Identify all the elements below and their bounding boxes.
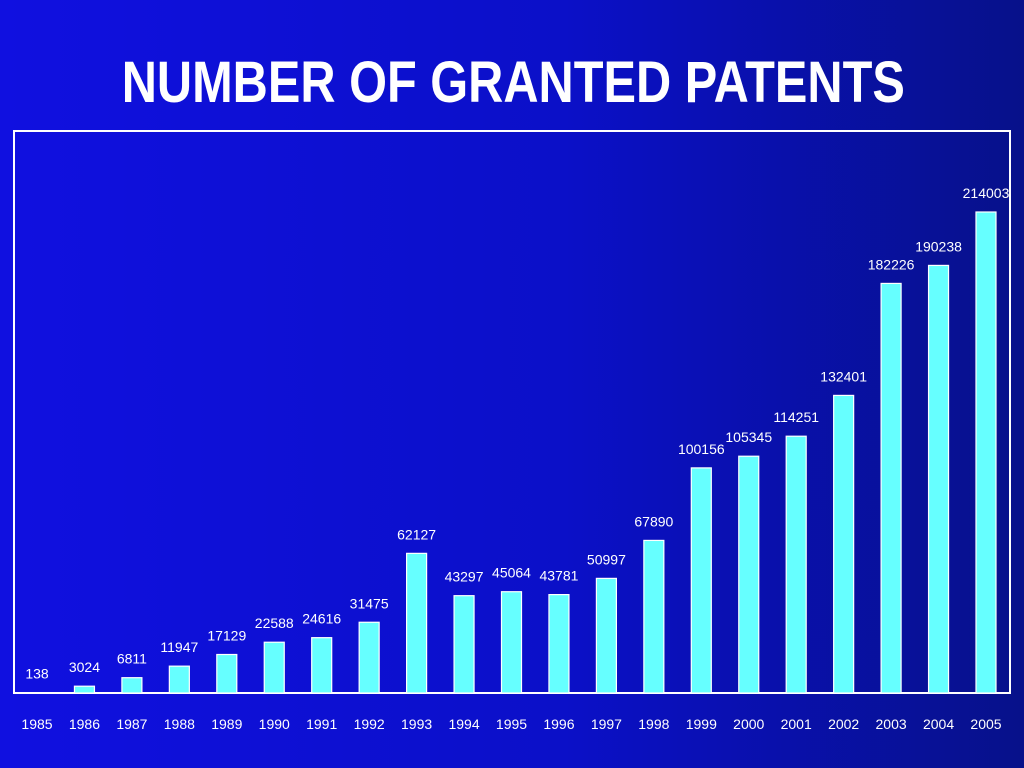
x-tick-2001: 2001	[781, 716, 812, 732]
x-tick-1988: 1988	[164, 716, 195, 732]
x-tick-1987: 1987	[116, 716, 147, 732]
bar-1989	[216, 653, 238, 694]
bar-2003	[880, 282, 902, 694]
data-label-1985: 138	[25, 666, 49, 682]
data-label-2004: 190238	[915, 238, 962, 254]
x-tick-2003: 2003	[876, 716, 907, 732]
x-tick-2000: 2000	[733, 716, 764, 732]
bar-1996	[548, 593, 570, 694]
bar-1992	[358, 621, 380, 694]
data-label-1990: 22588	[255, 615, 294, 631]
x-tick-1998: 1998	[638, 716, 669, 732]
data-label-1997: 50997	[587, 551, 626, 567]
data-label-1986: 3024	[69, 659, 100, 675]
x-tick-1991: 1991	[306, 716, 337, 732]
x-tick-1994: 1994	[448, 716, 479, 732]
x-tick-1996: 1996	[543, 716, 574, 732]
data-label-1991: 24616	[302, 611, 341, 627]
bar-1987	[121, 677, 143, 694]
data-label-2005: 214003	[963, 185, 1010, 201]
chart-title: NUMBER OF GRANTED PATENTS	[121, 50, 905, 115]
bar-1993	[406, 552, 428, 694]
data-label-1987: 6811	[117, 651, 147, 667]
x-tick-1990: 1990	[259, 716, 290, 732]
data-label-1999: 100156	[678, 441, 725, 457]
x-tick-1989: 1989	[211, 716, 242, 732]
bar-1988	[168, 665, 190, 694]
x-tick-1999: 1999	[686, 716, 717, 732]
bar-2000	[738, 455, 760, 694]
bar-1986	[73, 685, 96, 694]
bar-2001	[785, 435, 807, 694]
x-tick-1997: 1997	[591, 716, 622, 732]
data-label-1995: 45064	[492, 565, 531, 581]
data-label-2000: 105345	[725, 429, 772, 445]
data-label-1996: 43781	[539, 568, 578, 584]
bar-1990	[263, 641, 285, 694]
bar-2002	[833, 394, 855, 694]
data-label-2003: 182226	[868, 256, 915, 272]
x-tick-1986: 1986	[69, 716, 100, 732]
x-tick-2004: 2004	[923, 716, 954, 732]
bar-1999	[690, 467, 712, 694]
data-label-1989: 17129	[207, 628, 246, 644]
x-tick-group: 1985 1986 1987 1988 1989 1990 1991 1992 1993 1994…	[21, 716, 1001, 732]
data-label-1998: 67890	[634, 513, 673, 529]
data-label-2002: 132401	[820, 368, 867, 384]
bar-1994	[453, 595, 475, 694]
bar-2004	[927, 264, 950, 694]
data-label-group: 138 3024 6811 11947 17129 22588 24616 31475 6212…	[25, 185, 1009, 682]
data-label-1988: 11947	[160, 639, 198, 655]
x-tick-2005: 2005	[970, 716, 1001, 732]
data-label-2001: 114251	[773, 409, 819, 425]
data-label-1992: 31475	[350, 595, 389, 611]
data-label-1994: 43297	[445, 569, 484, 585]
bar-group	[73, 211, 997, 694]
x-tick-1995: 1995	[496, 716, 527, 732]
bar-1997	[595, 577, 618, 694]
bar-2005	[975, 211, 997, 694]
bar-1995	[500, 591, 523, 694]
bar-1991	[311, 637, 333, 694]
x-tick-2002: 2002	[828, 716, 859, 732]
bar-1998	[643, 539, 665, 694]
data-label-1993: 62127	[397, 526, 436, 542]
x-tick-1992: 1992	[354, 716, 385, 732]
x-tick-1985: 1985	[21, 716, 52, 732]
x-tick-1993: 1993	[401, 716, 432, 732]
